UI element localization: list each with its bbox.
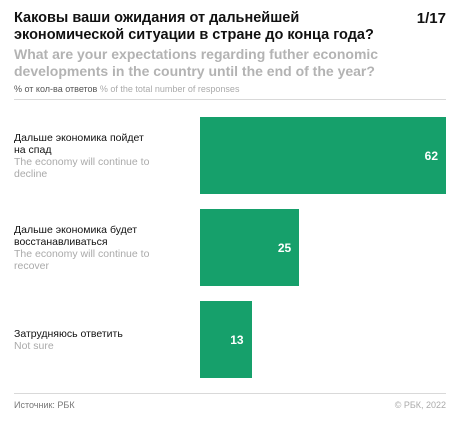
top-divider bbox=[14, 99, 446, 100]
unit-label-ru: % от кол-ва ответов bbox=[14, 84, 98, 94]
bar-1 bbox=[200, 117, 446, 194]
unit-label: % от кол-ва ответов % of the total numbe… bbox=[14, 84, 239, 94]
category-label-en-3: Not sure bbox=[14, 339, 54, 352]
bar-3 bbox=[200, 301, 252, 378]
unit-label-en: % of the total number of responses bbox=[99, 84, 240, 94]
bottom-divider bbox=[14, 393, 446, 394]
bar-value-label-2: 25 bbox=[277, 240, 292, 255]
copyright-note: © РБК, 2022 bbox=[394, 400, 446, 410]
chart-title-ru: Каковы ваши ожидания от дальнейшей эконо… bbox=[14, 10, 374, 43]
bar-value-label-3: 13 bbox=[230, 332, 244, 347]
category-label-ru-2: Дальше экономика будет восстанавливаться bbox=[14, 223, 138, 248]
bar-2 bbox=[200, 209, 300, 286]
category-label-3: Затрудняюсь ответить Not sure bbox=[14, 328, 174, 352]
category-label-2: Дальше экономика будет восстанавливаться… bbox=[14, 224, 174, 272]
category-label-1: Дальше экономика пойдет на спад The econo… bbox=[14, 132, 154, 180]
category-label-ru-1: Дальше экономика пойдет на спад bbox=[14, 131, 144, 156]
category-label-ru-3: Затрудняюсь ответить bbox=[14, 327, 123, 340]
category-label-en-1: The economy will continue to decline bbox=[14, 155, 150, 180]
source-note: Источник: РБК bbox=[14, 400, 75, 410]
page-counter: 1/17 bbox=[416, 10, 446, 27]
bar-value-label-1: 62 bbox=[424, 148, 438, 163]
chart-title-en: What are your expectations regarding fut… bbox=[14, 46, 379, 79]
category-label-en-2: The economy will continue to recover bbox=[14, 247, 150, 272]
